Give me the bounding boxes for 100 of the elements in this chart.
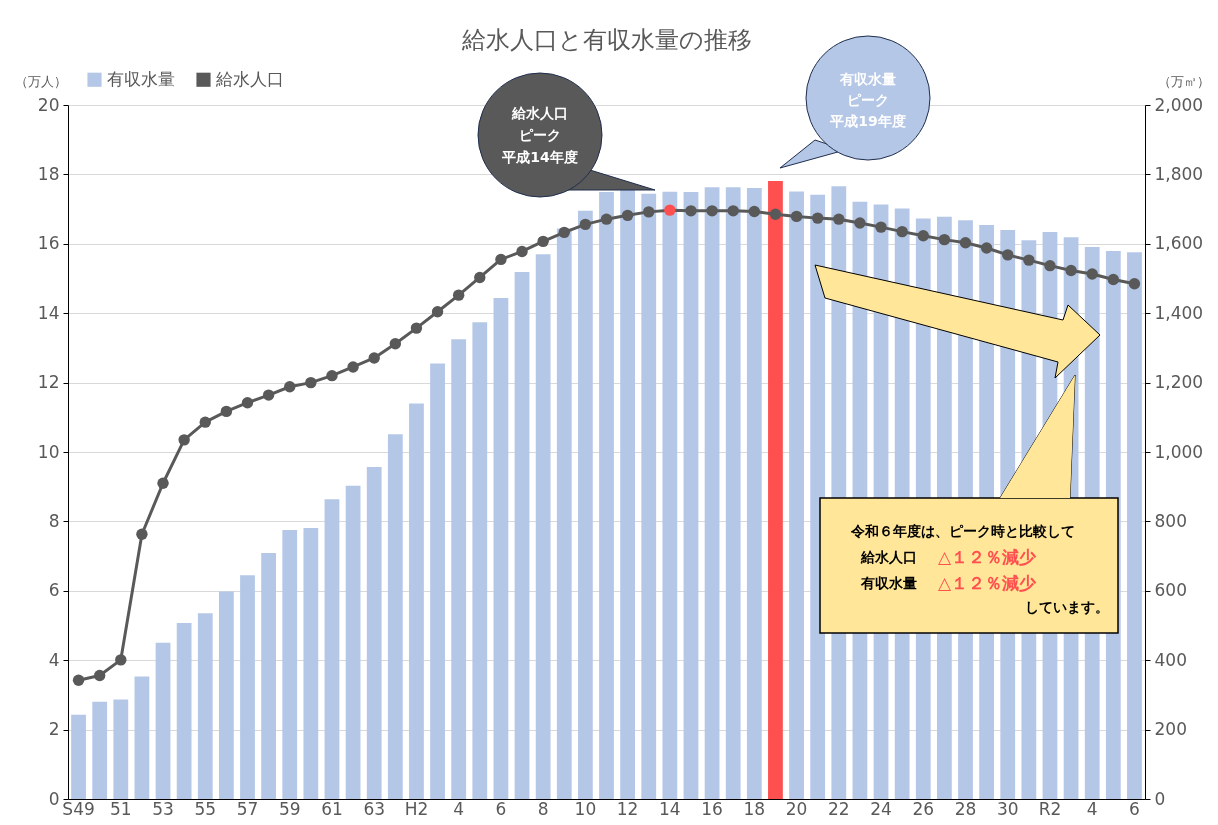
point (938, 233, 951, 246)
x-tick-label: 63 (363, 798, 386, 819)
legend-label: 有収水量 (107, 68, 175, 89)
bar (240, 575, 255, 799)
point (917, 230, 929, 242)
y2-tick-label: 1,000 (1154, 441, 1204, 462)
y-tick-label: 2 (48, 719, 60, 740)
point (685, 205, 697, 217)
x-tick-label: 14 (659, 798, 681, 819)
bar (430, 363, 445, 799)
bar (197, 613, 213, 799)
point (790, 210, 803, 223)
point (769, 208, 782, 220)
y-tick-label: 12 (37, 372, 60, 393)
point (410, 322, 423, 334)
point (1086, 268, 1098, 280)
point (811, 212, 824, 224)
point (495, 253, 507, 266)
annotation: しています。 (1025, 599, 1109, 615)
point (389, 338, 402, 350)
y-tick-label: 10 (37, 441, 60, 462)
bar (683, 192, 699, 799)
bar (662, 191, 678, 799)
x-tick-label: 20 (785, 798, 808, 819)
x-tick-label: R2 (1038, 798, 1062, 819)
y2-tick-label: 200 (1154, 719, 1187, 740)
annotation: 令和６年度は、ピーク時と比較して (850, 523, 1075, 539)
annotation: ピーク (847, 92, 889, 108)
annotation: 有収水量 (860, 575, 917, 591)
point (643, 206, 655, 218)
y-tick-label: 18 (37, 163, 60, 184)
point (727, 205, 739, 217)
point (1002, 249, 1014, 261)
bar (599, 192, 614, 799)
y-tick-label: 16 (37, 233, 60, 254)
bar (746, 187, 762, 799)
point (600, 213, 613, 225)
bar (556, 228, 572, 799)
legend-label: 給水人口 (215, 68, 284, 89)
bar (303, 527, 319, 799)
bar (113, 699, 129, 799)
annotation: △１２％減少 (938, 573, 1038, 593)
bar (472, 322, 488, 799)
bar (71, 714, 86, 799)
bar (725, 187, 741, 799)
bar (155, 642, 171, 799)
bar (704, 187, 720, 799)
y2-tick-label: 400 (1154, 649, 1187, 670)
point (959, 237, 972, 249)
y2-tick-label: 1,400 (1154, 302, 1204, 323)
y-tick-label: 20 (37, 94, 60, 115)
annotation: ピーク (519, 127, 561, 143)
x-tick-label: 55 (194, 798, 217, 819)
point (262, 389, 275, 401)
point (178, 434, 190, 446)
bar (261, 552, 277, 799)
point (326, 369, 338, 382)
point (558, 226, 570, 239)
y2-tick-label: 1,800 (1154, 163, 1204, 184)
bar (577, 210, 593, 799)
bar (218, 591, 234, 799)
point (748, 205, 761, 218)
bar (768, 180, 783, 799)
x-tick-label: S49 (62, 798, 95, 819)
bar (1127, 252, 1142, 799)
annotation: 給水人口 (511, 105, 568, 121)
text: 有収水量 (839, 71, 896, 87)
point (284, 381, 296, 393)
x-tick-label: 24 (870, 798, 892, 819)
x-tick-label: 59 (278, 798, 301, 819)
point (474, 271, 486, 284)
bar (409, 403, 424, 799)
x-tick-label: 26 (912, 798, 935, 819)
bar (345, 485, 361, 799)
x-tick-label: 18 (743, 798, 766, 819)
point (368, 352, 380, 364)
point (516, 245, 528, 258)
annotation: 平成19年度 (829, 113, 906, 129)
point (833, 213, 845, 225)
bar (641, 193, 657, 799)
chart-title: 給水人口と有収水量の推移 (460, 26, 752, 54)
x-tick-label: 10 (574, 798, 597, 819)
point (220, 405, 233, 418)
y-tick-label: 6 (48, 580, 60, 601)
x-tick-label: 51 (109, 798, 132, 819)
x-tick-label: 6 (1129, 798, 1140, 819)
y2-axis-title: （万㎥） (1157, 73, 1210, 89)
x-tick-label: 4 (453, 798, 465, 819)
bar (324, 499, 340, 799)
y2-tick-label: 1,600 (1154, 233, 1204, 254)
point (706, 205, 718, 217)
y-tick-label: 14 (37, 302, 60, 323)
y-axis-title: （万人） (14, 73, 67, 89)
y2-tick-label: 600 (1154, 580, 1187, 601)
y-tick-label: 8 (48, 510, 60, 531)
point (1065, 264, 1077, 277)
bar (789, 191, 804, 799)
point (199, 416, 211, 428)
x-tick-label: 12 (616, 798, 639, 819)
y-tick-label: 0 (48, 788, 60, 809)
